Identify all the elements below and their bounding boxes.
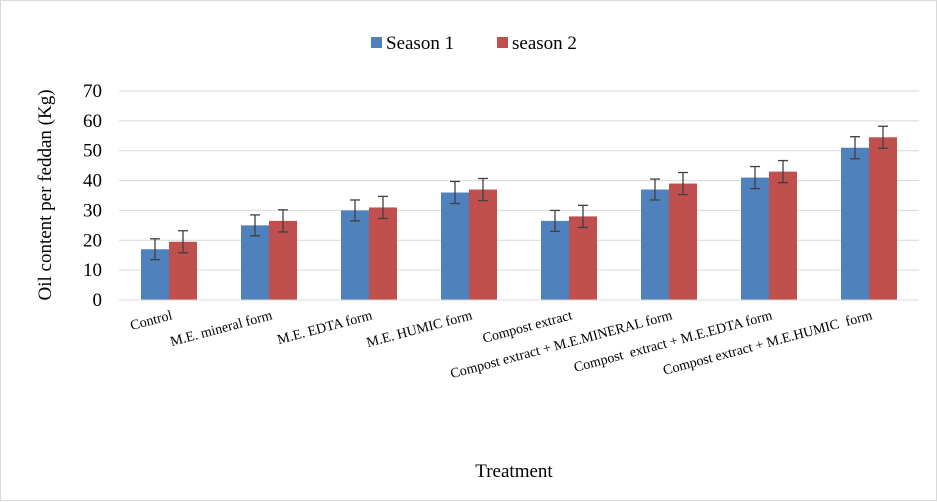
error-bar	[750, 165, 760, 190]
bar-season-2	[269, 220, 297, 300]
y-axis-ticks: 0 10 20 30 40 50 60 70	[83, 81, 102, 311]
y-tick-label: 70	[83, 81, 102, 102]
error-bar	[778, 159, 788, 184]
bars	[141, 137, 897, 300]
bar-season-2	[869, 137, 897, 300]
legend-item-season-2: season 2	[497, 33, 577, 54]
x-tick-label: M.E. HUMIC form	[365, 308, 474, 351]
error-bar	[650, 178, 660, 201]
error-bars	[150, 125, 888, 261]
error-bar	[450, 180, 460, 205]
bar-season-2	[769, 171, 797, 300]
legend-swatch	[497, 37, 508, 48]
y-tick-label: 60	[83, 111, 102, 132]
gridlines	[119, 90, 919, 271]
bar-season-2	[669, 183, 697, 300]
error-bar	[350, 199, 360, 222]
x-tick-label: M.E. mineral form	[169, 308, 274, 350]
bar-season-1	[441, 192, 469, 300]
error-bar	[250, 214, 260, 237]
bar-season-1	[241, 225, 269, 300]
bar-season-1	[741, 177, 769, 300]
bar-season-2	[469, 189, 497, 300]
y-axis-title: Oil content per feddan (Kg)	[35, 89, 56, 300]
error-bar	[178, 230, 188, 254]
error-bar	[878, 125, 888, 149]
legend: Season 1 season 2	[371, 33, 577, 54]
error-bar	[578, 204, 588, 229]
y-tick-label: 0	[93, 290, 103, 311]
error-bar	[278, 209, 288, 233]
bar-season-2	[569, 216, 597, 300]
bar-season-1	[541, 220, 569, 300]
bar-season-1	[841, 147, 869, 300]
bar-season-2	[369, 207, 397, 300]
error-bar	[850, 136, 860, 160]
error-bar	[378, 195, 388, 220]
y-tick-label: 10	[83, 260, 102, 281]
x-tick-label: Control	[129, 308, 174, 334]
error-bar	[678, 171, 688, 196]
legend-swatch	[371, 37, 382, 48]
y-tick-label: 30	[83, 200, 102, 221]
bar-season-1	[341, 210, 369, 300]
error-bar	[478, 177, 488, 202]
bar-season-1	[641, 189, 669, 300]
x-axis-title: Treatment	[475, 461, 553, 482]
y-tick-label: 50	[83, 141, 102, 162]
legend-label: season 2	[512, 33, 577, 54]
error-bar	[150, 238, 160, 261]
y-tick-label: 40	[83, 171, 102, 192]
error-bar	[550, 209, 560, 232]
legend-label: Season 1	[386, 33, 454, 54]
x-tick-label: M.E. EDTA form	[276, 308, 374, 348]
y-tick-label: 20	[83, 230, 102, 251]
legend-item-season-1: Season 1	[371, 33, 454, 54]
